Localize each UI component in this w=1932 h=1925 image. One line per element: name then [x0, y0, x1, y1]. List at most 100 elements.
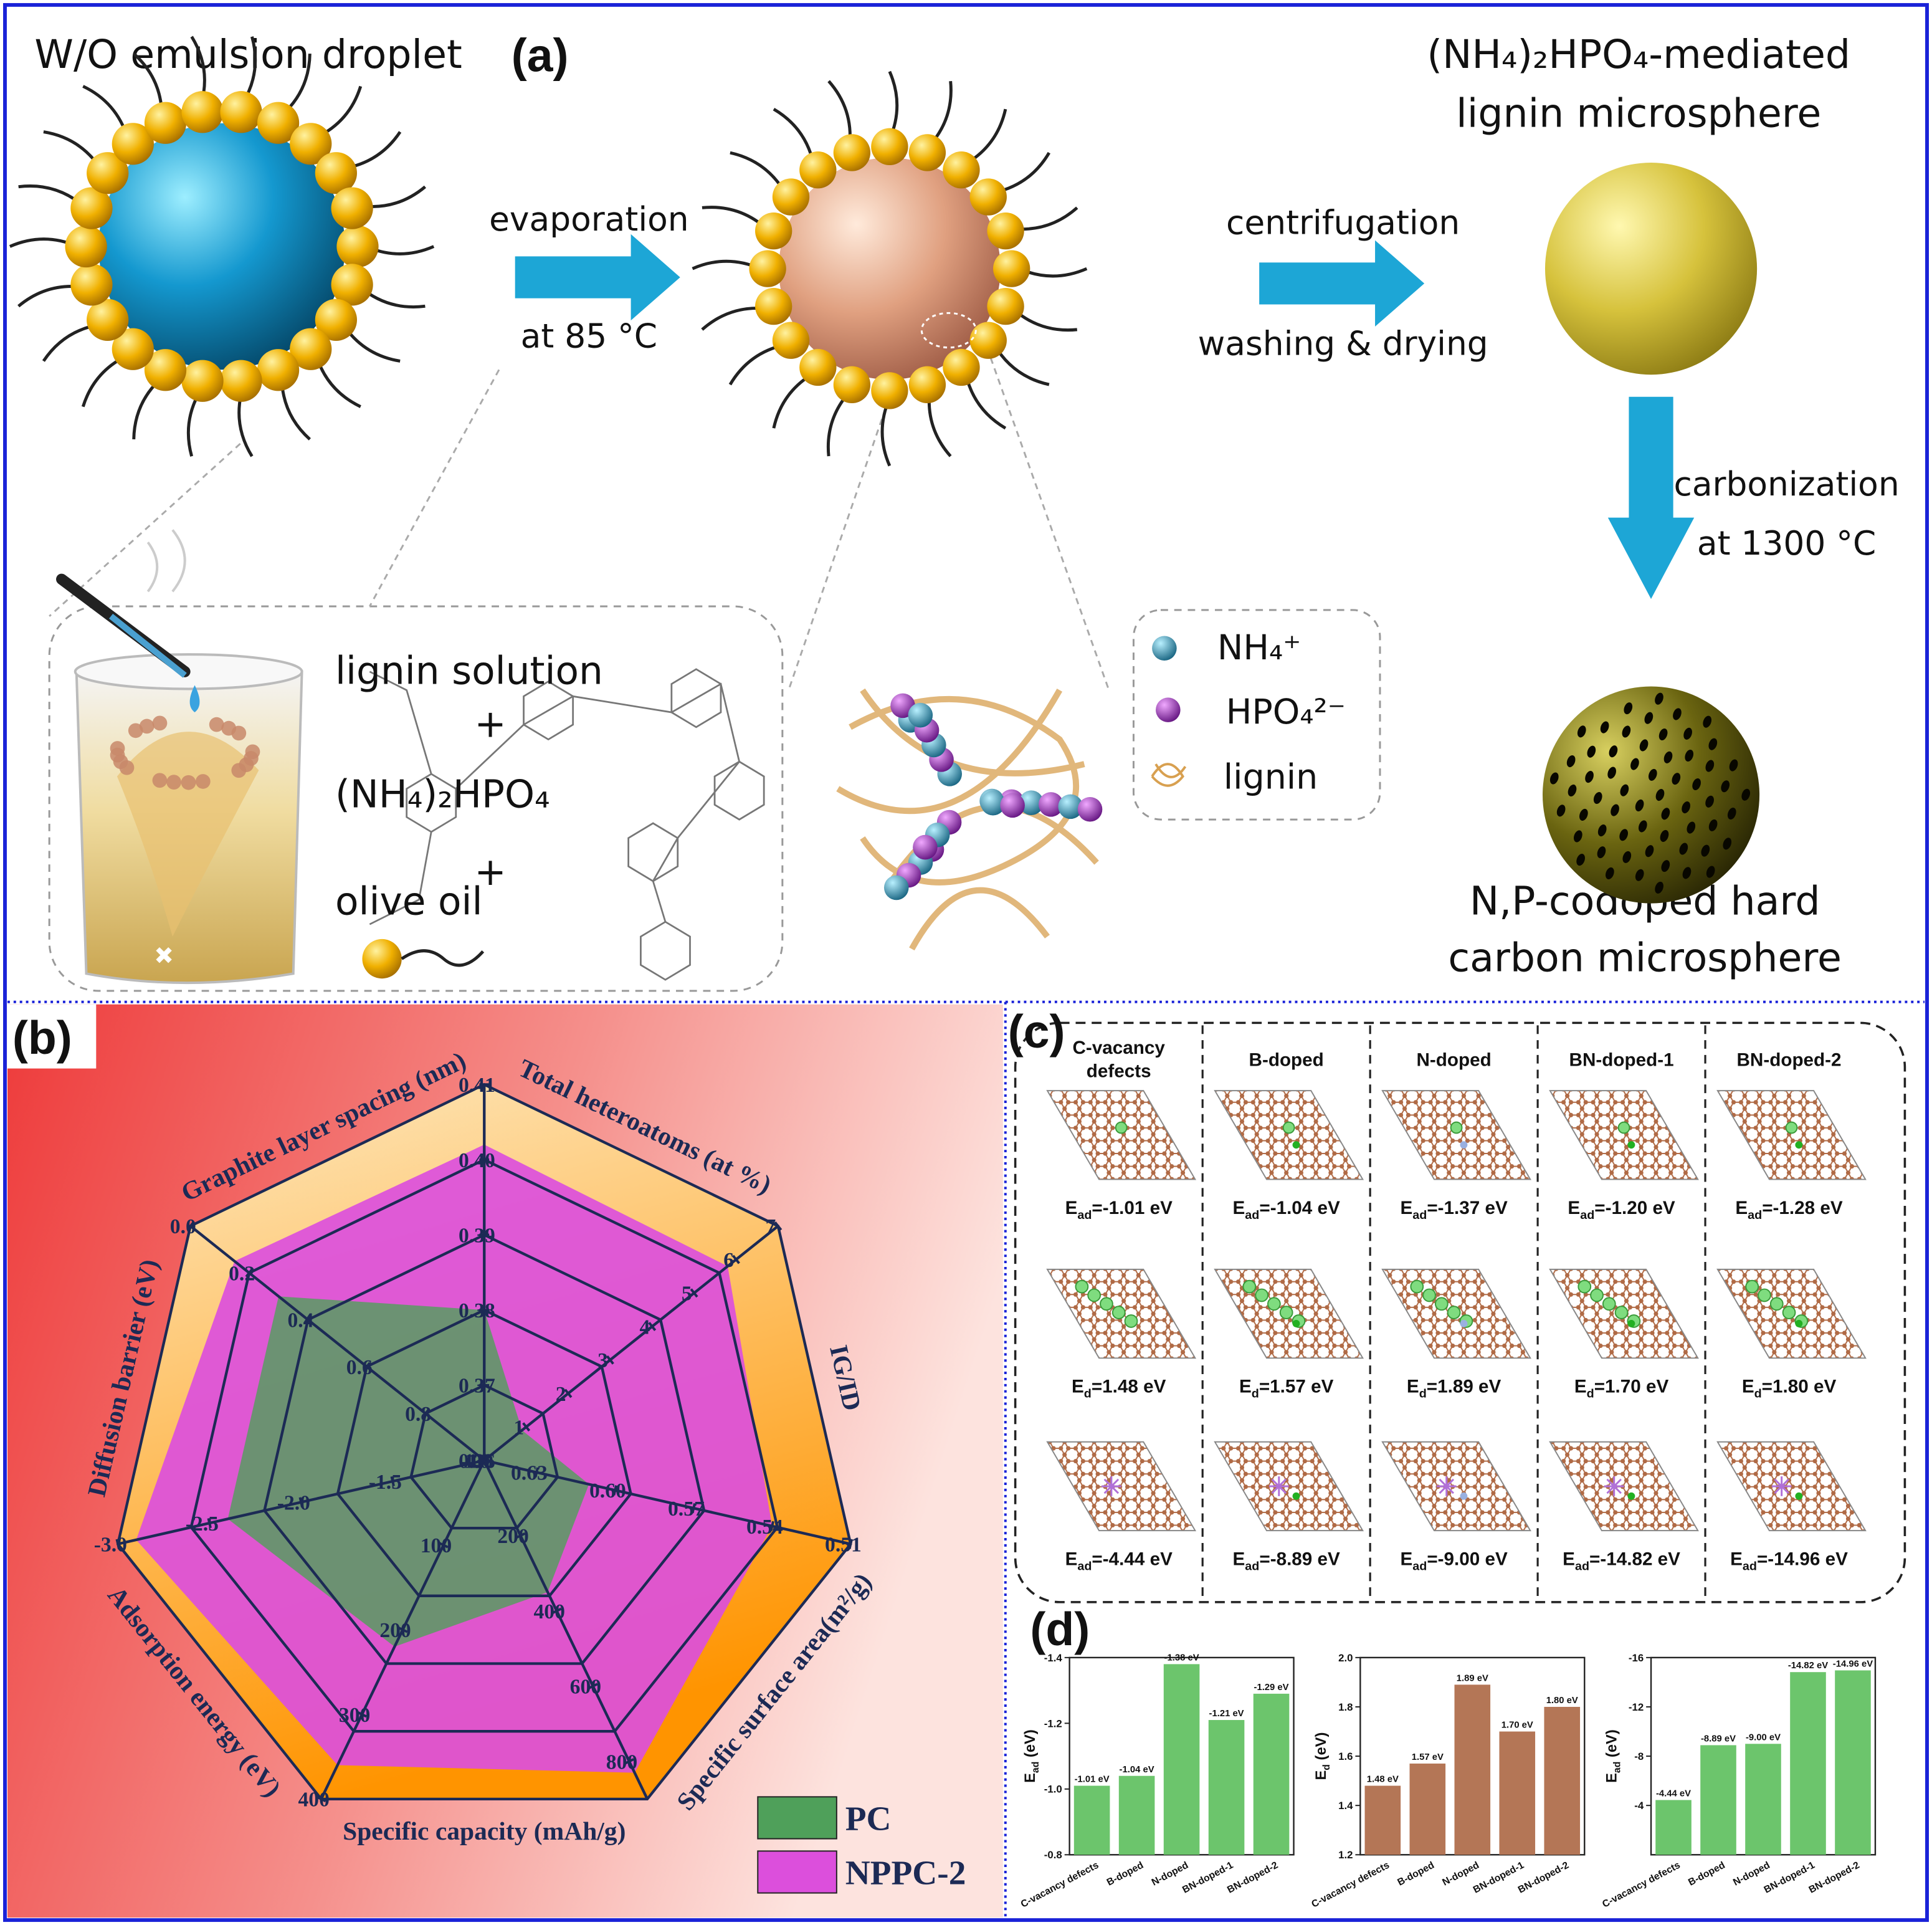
step-label: at 1300 °C: [1697, 523, 1876, 563]
energy-value: =-1.37 eV: [1427, 1198, 1508, 1218]
radar-tick: [438, 1542, 449, 1549]
energy-label: Ead=-14.82 eV: [1563, 1549, 1680, 1574]
radar-tick: [356, 1711, 367, 1718]
pore: [1729, 759, 1738, 771]
pore: [1624, 702, 1633, 715]
adsorbate: [1769, 1297, 1784, 1311]
adsorbate: [1242, 1279, 1257, 1294]
radar-spoke: [483, 1459, 851, 1545]
radar-tick: [397, 1626, 408, 1633]
pore: [1611, 804, 1619, 816]
lattice: [1549, 1090, 1699, 1180]
surfactant-head: [969, 178, 1007, 216]
surfactant-head: [257, 102, 300, 144]
pore: [1673, 708, 1682, 720]
radar-tick-label: 800: [606, 1751, 637, 1774]
radar-tick-label: -2.5: [186, 1512, 219, 1536]
y-tick-label: -12: [1629, 1701, 1644, 1713]
pore: [1607, 767, 1616, 779]
pore: [1692, 778, 1701, 791]
y-axis-unit: (eV): [1604, 1729, 1620, 1761]
adsorbate: [1271, 1478, 1287, 1494]
y-axis-label: Ead (eV): [1604, 1729, 1623, 1783]
surfactant-head: [331, 264, 373, 306]
energy-value: =-14.82 eV: [1589, 1549, 1680, 1570]
energy-value: =-4.44 eV: [1092, 1549, 1173, 1570]
energy-subscript: ad: [1580, 1208, 1594, 1222]
y-tick-label: -8: [1634, 1751, 1644, 1762]
energy-symbol: E: [1239, 1377, 1252, 1397]
surfactant-head: [315, 299, 357, 341]
surfactant-head: [755, 287, 792, 325]
energy-value: =-1.28 eV: [1762, 1198, 1843, 1218]
pore: [1703, 715, 1712, 728]
pore: [1682, 801, 1690, 814]
dopant: [1292, 1492, 1300, 1500]
bubble: [166, 775, 181, 790]
pore: [1708, 819, 1718, 831]
radar-tick-label: 200: [379, 1619, 411, 1642]
energy-subscript: d: [1419, 1387, 1427, 1401]
radar-tick-label: 2: [556, 1383, 566, 1406]
surfactant-head: [70, 187, 113, 229]
surfactant-head: [987, 212, 1024, 250]
surfactant-head: [871, 372, 908, 409]
surfactant-head: [362, 939, 402, 979]
bar: [1700, 1745, 1736, 1855]
surfactant-head: [315, 152, 357, 194]
dropper-tube: [108, 613, 187, 678]
legend-box: [1132, 609, 1381, 821]
radar-tick-label: 0.57: [668, 1497, 705, 1521]
value-label: -9.00 eV: [1746, 1732, 1781, 1742]
value-label: -1.38 eV: [1164, 1653, 1199, 1663]
pore: [1600, 721, 1609, 733]
energy-value: =1.48 eV: [1092, 1377, 1166, 1397]
pore: [1568, 784, 1577, 797]
radar-tick: [551, 1607, 562, 1615]
bar: [1655, 1800, 1692, 1855]
ion: [981, 791, 1006, 816]
radar-tick-label: 5: [682, 1283, 692, 1306]
radar-tick: [186, 1221, 195, 1231]
legend-label: NH₄⁺: [1217, 628, 1301, 668]
surfactant-head: [749, 250, 786, 287]
column-header: N-doped: [1417, 1050, 1492, 1071]
zoom-line: [369, 369, 500, 607]
bubble: [128, 723, 143, 738]
stirrer: [156, 947, 172, 963]
energy-label: Ead=-4.44 eV: [1065, 1549, 1173, 1574]
bar: [1790, 1672, 1826, 1855]
pore: [1620, 784, 1629, 796]
dopant: [1795, 1492, 1803, 1500]
bubble: [181, 775, 196, 790]
adsorbate: [1100, 1297, 1113, 1311]
value-label: -4.44 eV: [1656, 1789, 1691, 1799]
surfactant-head: [336, 225, 379, 268]
radar-tick-label: -3.0: [94, 1534, 127, 1557]
radar-tick-label: 0.63: [511, 1461, 548, 1484]
y-tick-label: -1.2: [1044, 1717, 1062, 1729]
bond: [455, 682, 741, 922]
energy-label: Ead=-14.96 eV: [1730, 1549, 1848, 1574]
ion: [913, 834, 938, 860]
bar: [1073, 1785, 1110, 1855]
pore: [1661, 860, 1670, 872]
radar-area: [227, 1296, 589, 1647]
radar-tick: [564, 1388, 573, 1398]
radar-spoke: [483, 1225, 779, 1462]
radar-tick: [612, 1485, 617, 1496]
pore: [1597, 846, 1606, 859]
radar-tick: [769, 1521, 774, 1532]
arrow: [1259, 240, 1425, 327]
fiber: [836, 688, 1063, 814]
dopant: [1627, 1492, 1635, 1500]
energy-label: Ead=-1.20 eV: [1568, 1198, 1675, 1222]
panel-label: (a): [512, 29, 569, 82]
pore: [1648, 768, 1657, 781]
bond: [369, 831, 432, 925]
legend-ammonium: [1152, 636, 1177, 661]
bar: [1253, 1693, 1290, 1855]
bar: [1364, 1785, 1401, 1855]
adsorbate: [1745, 1279, 1759, 1294]
adsorbate: [1434, 1297, 1449, 1311]
